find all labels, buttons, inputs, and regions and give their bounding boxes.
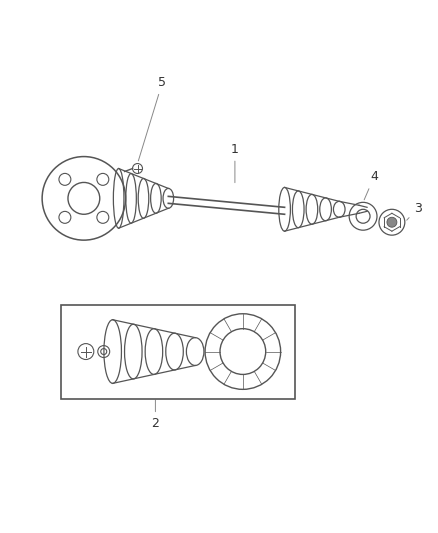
Bar (61, 305, 294, 399)
Text: 4: 4 (364, 171, 377, 200)
Circle shape (386, 217, 396, 227)
Text: 1: 1 (230, 143, 238, 183)
Text: 3: 3 (406, 202, 420, 220)
Text: 5: 5 (138, 76, 166, 161)
Text: 2: 2 (151, 400, 159, 430)
